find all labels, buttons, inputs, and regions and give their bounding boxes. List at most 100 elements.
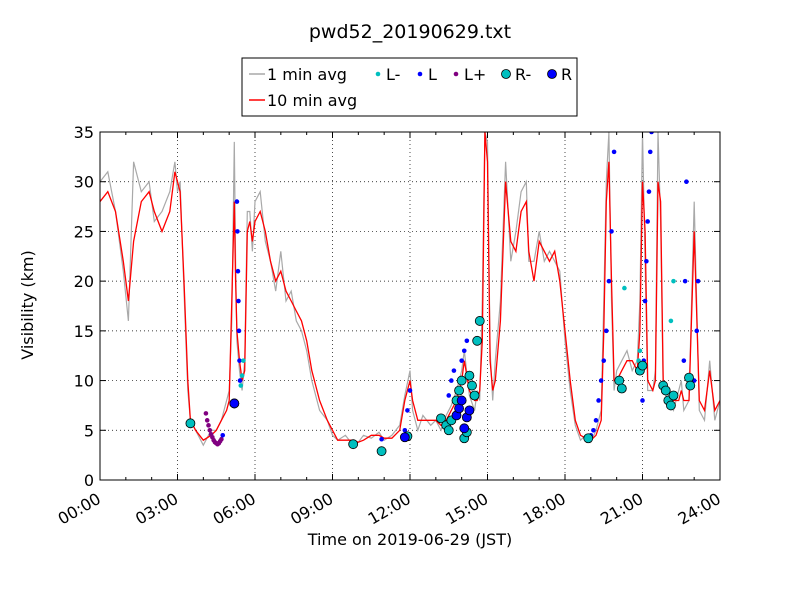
y-tick-label: 20 bbox=[74, 272, 94, 291]
marker-r-minus bbox=[436, 413, 446, 424]
marker-l bbox=[449, 378, 454, 383]
y-tick-label: 10 bbox=[74, 372, 94, 391]
legend-swatch bbox=[547, 69, 557, 79]
legend-swatch bbox=[501, 69, 511, 79]
y-axis: 0 5 10 15 20 25 30 35 bbox=[74, 123, 720, 490]
marker-l bbox=[601, 358, 607, 363]
marker-l-plus bbox=[203, 411, 209, 416]
marker-l-plus bbox=[206, 423, 211, 428]
marker-r-minus bbox=[474, 316, 485, 326]
marker-l bbox=[642, 298, 648, 304]
marker-l-plus bbox=[204, 418, 210, 423]
legend-label: L- bbox=[386, 65, 400, 84]
marker-r-minus bbox=[185, 418, 196, 429]
marker-l bbox=[459, 358, 464, 363]
marker-l bbox=[640, 398, 645, 403]
legend-item-10-min avg: 10 min avg bbox=[249, 91, 357, 110]
marker-r-minus bbox=[684, 372, 694, 383]
marker-l bbox=[237, 358, 242, 363]
marker-l bbox=[596, 398, 601, 403]
marker-l bbox=[451, 368, 457, 373]
legend-swatch bbox=[417, 71, 423, 77]
legend-box bbox=[241, 57, 578, 117]
marker-l-minus bbox=[239, 373, 245, 378]
marker-l bbox=[402, 427, 408, 433]
marker-l bbox=[647, 149, 653, 155]
marker-l bbox=[379, 436, 384, 442]
marker-r-minus bbox=[443, 425, 454, 436]
marker-r-minus bbox=[456, 375, 467, 386]
legend-label: R bbox=[561, 65, 572, 84]
marker-l bbox=[591, 427, 596, 433]
marker-r-minus bbox=[376, 446, 387, 457]
marker-l-minus bbox=[671, 278, 676, 284]
marker-l bbox=[598, 378, 604, 383]
marker-l-minus bbox=[637, 348, 643, 354]
y-axis-label: Visibility (km) bbox=[18, 250, 37, 359]
legend-item-l-minus: L- bbox=[375, 65, 400, 84]
marker-l bbox=[234, 199, 240, 204]
marker-l-minus bbox=[622, 285, 627, 291]
marker-l bbox=[645, 219, 650, 224]
legend-label: 10 min avg bbox=[267, 91, 357, 110]
marker-l bbox=[644, 258, 649, 264]
marker-group bbox=[185, 132, 701, 457]
marker-l bbox=[681, 358, 687, 363]
legend-swatch bbox=[375, 71, 381, 77]
y-tick-label: 25 bbox=[74, 222, 94, 241]
marker-r-minus bbox=[348, 439, 359, 450]
marker-l bbox=[611, 149, 617, 155]
marker-l bbox=[446, 393, 452, 398]
marker-l bbox=[609, 229, 614, 234]
marker-r-minus bbox=[467, 380, 477, 391]
marker-l bbox=[236, 328, 242, 334]
legend-item-r-minus: R- bbox=[501, 65, 531, 84]
marker-r bbox=[229, 398, 240, 409]
marker-l bbox=[464, 338, 470, 344]
legend-item-r: R bbox=[547, 65, 572, 84]
marker-r-minus bbox=[464, 370, 475, 381]
marker-l bbox=[695, 278, 701, 284]
marker-l bbox=[235, 268, 241, 274]
legend-label: L bbox=[428, 65, 437, 84]
y-tick-label: 0 bbox=[84, 471, 94, 490]
x-axis-label: Time on 2019-06-29 (JST) bbox=[307, 530, 512, 549]
legend-swatch bbox=[453, 71, 459, 77]
marker-l bbox=[220, 432, 226, 438]
legend-item-l: L bbox=[417, 65, 437, 84]
legend-label: R- bbox=[515, 65, 531, 84]
marker-r-minus bbox=[660, 385, 671, 396]
chart-title: pwd52_20190629.txt bbox=[309, 21, 511, 43]
plot-area bbox=[99, 131, 721, 481]
marker-l bbox=[684, 179, 689, 185]
marker-r-minus bbox=[616, 383, 627, 394]
legend-item-1-min avg: 1 min avg bbox=[249, 65, 347, 84]
legend-label: 1 min avg bbox=[267, 65, 347, 84]
marker-l bbox=[694, 328, 700, 334]
marker-l bbox=[237, 378, 243, 383]
marker-l bbox=[649, 132, 654, 135]
marker-r bbox=[399, 432, 410, 443]
marker-r bbox=[464, 405, 475, 416]
y-tick-label: 35 bbox=[74, 123, 94, 142]
marker-l bbox=[405, 408, 410, 413]
marker-l bbox=[606, 278, 612, 284]
marker-r-minus bbox=[685, 380, 696, 391]
marker-l bbox=[682, 278, 688, 284]
marker-r bbox=[459, 423, 470, 434]
marker-r-minus bbox=[583, 433, 594, 444]
marker-l bbox=[461, 348, 467, 354]
y-tick-label: 5 bbox=[84, 421, 94, 440]
marker-r-minus bbox=[668, 390, 679, 401]
marker-r-minus bbox=[666, 400, 676, 411]
marker-l-plus bbox=[207, 427, 213, 433]
marker-l-minus bbox=[241, 358, 246, 363]
legend: 1 min avg 10 min avg L- L L+ R- R bbox=[241, 57, 578, 117]
marker-l-minus bbox=[668, 318, 674, 324]
marker-l bbox=[593, 418, 599, 423]
marker-l-plus bbox=[219, 436, 224, 442]
y-tick-label: 30 bbox=[74, 173, 94, 192]
legend-item-l-plus: L+ bbox=[453, 65, 486, 84]
marker-l bbox=[646, 189, 652, 194]
